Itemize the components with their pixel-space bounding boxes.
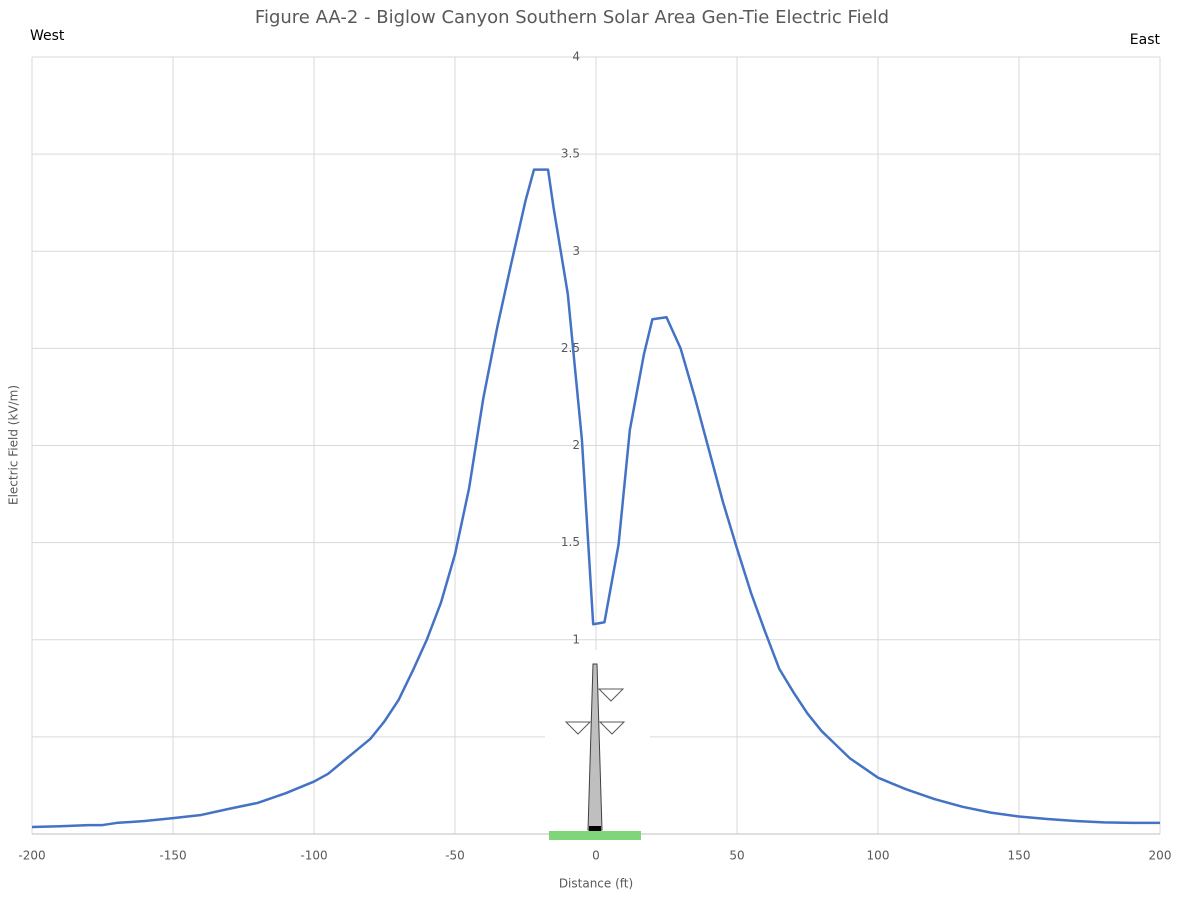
y-tick-label: 4 (572, 50, 580, 64)
y-tick-label: 3.5 (561, 147, 580, 161)
data-line (31, 168, 1160, 829)
y-tick-label: 3 (572, 244, 580, 258)
x-tick-label: -100 (300, 849, 327, 863)
ground (549, 831, 641, 840)
x-tick-label: 50 (729, 849, 744, 863)
x-tick-label: 100 (867, 849, 890, 863)
x-tick-label: 200 (1149, 849, 1172, 863)
y-tick-label: 1.5 (561, 535, 580, 549)
insulator (597, 688, 625, 702)
y-tick-label: 2.5 (561, 341, 580, 355)
plot-area (31, 168, 1160, 829)
tower-base (589, 826, 601, 831)
x-tick-label: -150 (159, 849, 186, 863)
x-tick-label: 150 (1008, 849, 1031, 863)
y-axis-label: Electric Field (kV/m) (7, 385, 21, 505)
x-axis-label: Distance (ft) (559, 877, 633, 891)
x-tick-label: 0 (592, 849, 600, 863)
x-tick-label: -50 (445, 849, 465, 863)
insulator (598, 721, 626, 735)
tower-illustration (545, 650, 650, 840)
chart-title: Figure AA-2 - Biglow Canyon Southern Sol… (255, 7, 889, 28)
insulator (564, 721, 592, 735)
x-tick-label: -200 (18, 849, 45, 863)
y-tick-label: 1 (572, 632, 580, 646)
y-tick-label: 2 (572, 438, 580, 452)
tower-pole (587, 663, 603, 831)
west-label: West (30, 28, 65, 44)
east-label: East (1130, 32, 1161, 48)
